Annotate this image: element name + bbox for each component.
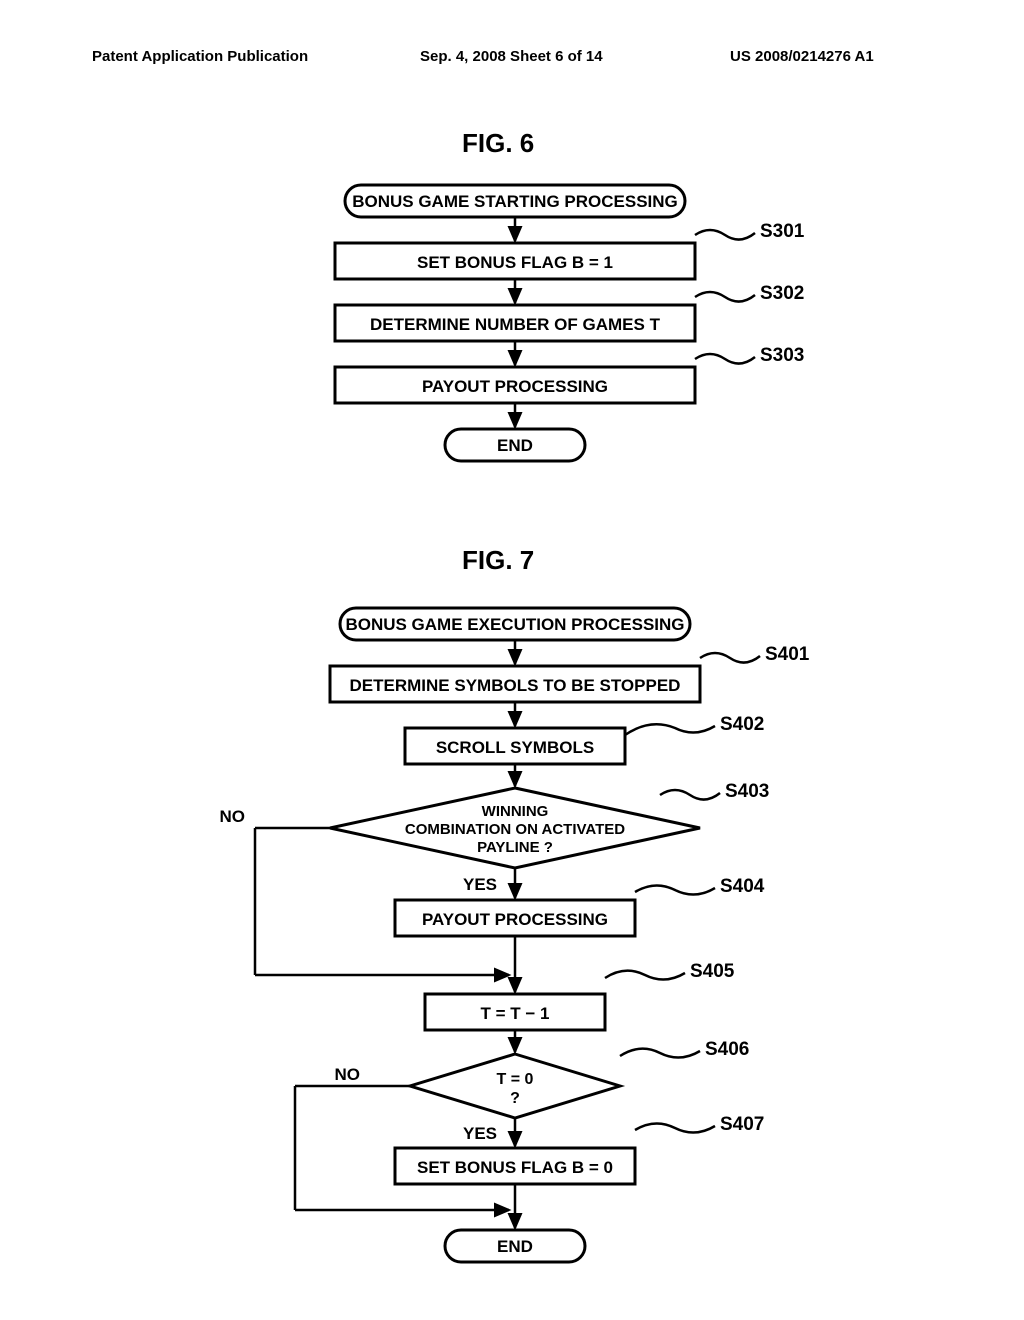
patent-page: Patent Application Publication Sep. 4, 2…: [0, 0, 1024, 1320]
fig7-s406-label: S406: [705, 1039, 749, 1060]
fig7-s405-text: T = T − 1: [481, 1004, 550, 1023]
fig7-title: FIG. 7: [462, 545, 534, 576]
fig7-s404-label: S404: [720, 876, 765, 897]
fig7-flowchart: BONUS GAME EXECUTION PROCESSING DETERMIN…: [120, 600, 940, 1300]
fig7-s402-text: SCROLL SYMBOLS: [436, 738, 594, 757]
fig7-yes1: YES: [463, 875, 497, 894]
fig7-s406-l2: ?: [510, 1090, 520, 1107]
fig7-s404-text: PAYOUT PROCESSING: [422, 910, 608, 929]
fig7-s403-l1: WINNING: [482, 803, 549, 820]
fig7-s401-text: DETERMINE SYMBOLS TO BE STOPPED: [350, 676, 681, 695]
fig7-s401-label: S401: [765, 644, 810, 665]
fig6-s303-text: PAYOUT PROCESSING: [422, 377, 608, 396]
fig6-flowchart: BONUS GAME STARTING PROCESSING SET BONUS…: [230, 175, 930, 515]
fig7-s403-label: S403: [725, 781, 769, 802]
header-right: US 2008/0214276 A1: [730, 48, 874, 65]
fig6-s302-text: DETERMINE NUMBER OF GAMES T: [370, 315, 661, 334]
fig6-title: FIG. 6: [462, 128, 534, 159]
header-left: Patent Application Publication: [92, 48, 308, 65]
fig7-s407-label: S407: [720, 1114, 764, 1135]
fig7-s403-l3: PAYLINE ?: [477, 839, 553, 856]
fig7-s407-text: SET BONUS FLAG B = 0: [417, 1158, 613, 1177]
fig7-end: END: [497, 1237, 533, 1256]
fig7-no1: NO: [220, 807, 246, 826]
fig7-start: BONUS GAME EXECUTION PROCESSING: [345, 615, 684, 634]
fig6-s302-label: S302: [760, 283, 804, 304]
fig7-yes2: YES: [463, 1124, 497, 1143]
fig6-start: BONUS GAME STARTING PROCESSING: [352, 192, 678, 211]
fig6-s303-label: S303: [760, 345, 804, 366]
fig6-s301-text: SET BONUS FLAG B = 1: [417, 253, 613, 272]
fig6-s301-label: S301: [760, 221, 805, 242]
fig7-s405-label: S405: [690, 961, 735, 982]
fig7-no2: NO: [335, 1065, 361, 1084]
fig6-end: END: [497, 436, 533, 455]
fig7-s406-l1: T = 0: [497, 1071, 534, 1088]
fig7-s403-l2: COMBINATION ON ACTIVATED: [405, 821, 625, 838]
header-center: Sep. 4, 2008 Sheet 6 of 14: [420, 48, 603, 65]
fig7-s402-label: S402: [720, 714, 764, 735]
